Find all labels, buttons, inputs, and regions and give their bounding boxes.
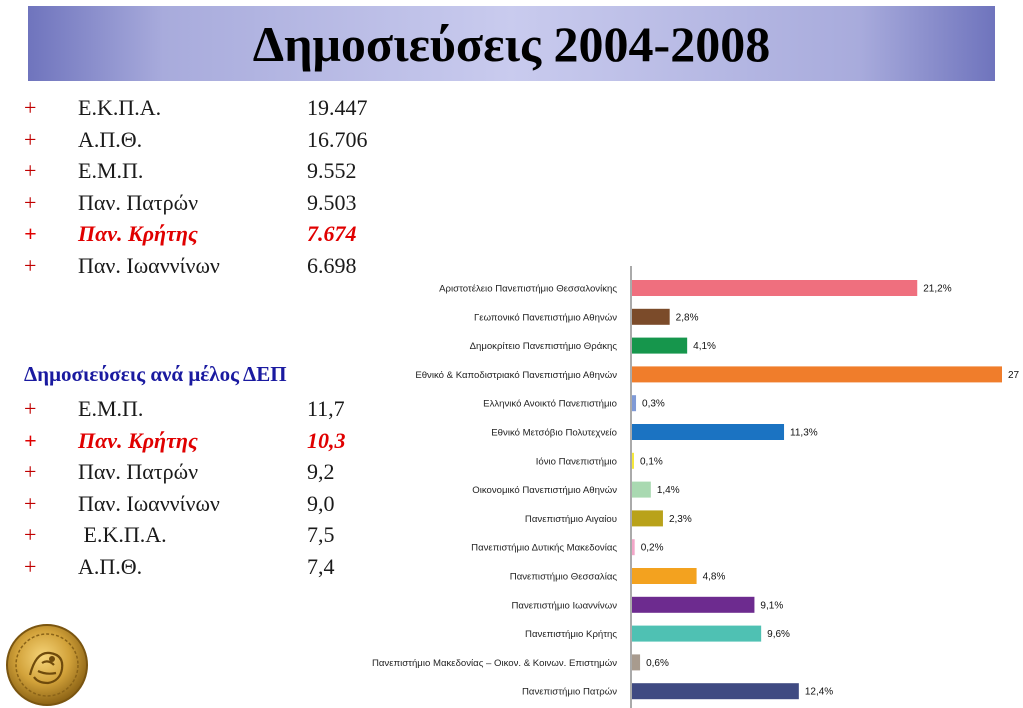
institution-name: Παν. Ιωαννίνων xyxy=(78,490,220,516)
bar xyxy=(632,280,918,296)
bar xyxy=(632,510,663,527)
bar xyxy=(632,424,785,440)
institution-name: Α.Π.Θ. xyxy=(78,126,143,152)
institution-name: Α.Π.Θ. xyxy=(78,553,143,579)
bar xyxy=(632,481,651,498)
institution-value: 7.674 xyxy=(307,221,357,246)
institution-name: Ε.Κ.Π.Α. xyxy=(78,522,167,547)
institution-name: Παν. Πατρών xyxy=(78,189,199,215)
bullet-plus-icon: + xyxy=(24,459,37,484)
category-label: Ιόνιο Πανεπιστήμιο xyxy=(536,456,617,467)
bullet-plus-icon: + xyxy=(24,252,37,278)
institution-name: Παν. Κρήτης xyxy=(78,427,198,453)
bar xyxy=(632,395,637,412)
institution-value: 9.503 xyxy=(307,189,357,215)
data-label: 2,8% xyxy=(676,312,699,323)
institution-value: 7,5 xyxy=(307,522,335,547)
title-banner: Δημοσιεύσεις 2004-2008 xyxy=(28,6,995,81)
category-label: Δημοκρίτειο Πανεπιστήμιο Θράκης xyxy=(470,341,618,352)
data-label: 2,3% xyxy=(669,514,692,525)
institution-value: 9,2 xyxy=(307,459,335,484)
institution-value: 10,3 xyxy=(307,427,346,453)
bar xyxy=(632,683,799,700)
institution-value: 19.447 xyxy=(307,95,368,120)
institution-name: Παν. Πατρών xyxy=(78,459,199,484)
bullet-plus-icon: + xyxy=(24,95,37,120)
data-label: 12,4% xyxy=(805,687,833,698)
bullet-plus-icon: + xyxy=(24,158,37,183)
data-label: 11,3% xyxy=(790,428,818,439)
bar xyxy=(632,366,1002,383)
institution-name: Ε.Κ.Π.Α. xyxy=(78,95,162,120)
bar xyxy=(632,625,762,642)
category-label: Πανεπιστήμιο Μακεδονίας – Οικον. & Κοινω… xyxy=(372,658,617,669)
bullet-plus-icon: + xyxy=(24,490,37,516)
category-label: Αριστοτέλειο Πανεπιστήμιο Θεσσαλονίκης xyxy=(439,284,617,295)
bar xyxy=(632,337,688,354)
bullet-plus-icon: + xyxy=(24,553,37,579)
data-label: 1,4% xyxy=(657,485,680,496)
institution-value: 7,4 xyxy=(307,553,335,579)
institution-name: Ε.Μ.Π. xyxy=(78,158,144,183)
university-share-bar-chart: Αριστοτέλειο Πανεπιστήμιο Θεσσαλονίκης 21… xyxy=(372,266,1020,708)
bullet-plus-icon: + xyxy=(24,221,37,246)
data-label: 0,6% xyxy=(646,658,669,669)
bar xyxy=(632,568,697,584)
institution-value: 9,0 xyxy=(307,490,335,516)
page-title: Δημοσιεύσεις 2004-2008 xyxy=(252,15,771,72)
data-label: 4,1% xyxy=(693,341,716,352)
category-label: Πανεπιστήμιο Δυτικής Μακεδονίας xyxy=(471,543,617,554)
data-label: 21,2% xyxy=(923,284,951,295)
institution-name: Παν. Ιωαννίνων xyxy=(78,252,220,278)
university-seal-logo xyxy=(6,624,88,706)
bullet-plus-icon: + xyxy=(24,126,37,152)
category-label: Πανεπιστήμιο Κρήτης xyxy=(525,629,617,640)
data-label: 4,8% xyxy=(703,572,726,583)
institution-name: Παν. Κρήτης xyxy=(78,221,198,246)
data-label: 0,1% xyxy=(640,456,663,467)
category-label: Εθνικό & Καποδιστριακό Πανεπιστήμιο Αθην… xyxy=(415,370,617,381)
data-label: 9,6% xyxy=(767,629,790,640)
bar xyxy=(632,596,755,613)
bar xyxy=(632,654,641,671)
bullet-plus-icon: + xyxy=(24,189,37,215)
bar xyxy=(632,539,635,556)
per-member-heading: Δημοσιεύσεις ανά μέλος ΔΕΠ xyxy=(24,362,287,386)
bullet-plus-icon: + xyxy=(24,522,37,547)
category-label: Πανεπιστήμιο Θεσσαλίας xyxy=(510,572,618,583)
category-label: Πανεπιστήμιο Πατρών xyxy=(522,687,617,698)
category-label: Οικονομικό Πανεπιστήμιο Αθηνών xyxy=(472,485,617,496)
institution-value: 11,7 xyxy=(307,396,345,421)
data-label: 0,3% xyxy=(642,399,665,410)
institution-value: 16.706 xyxy=(307,126,368,152)
bullet-plus-icon: + xyxy=(24,396,37,421)
data-label: 0,2% xyxy=(641,543,664,554)
category-label: Γεωπονικό Πανεπιστήμιο Αθηνών xyxy=(474,312,617,323)
bullet-plus-icon: + xyxy=(24,427,37,453)
data-label: 27,5% xyxy=(1008,370,1020,381)
institution-name: Ε.Μ.Π. xyxy=(78,396,144,421)
category-label: Ελληνικό Ανοικτό Πανεπιστήμιο xyxy=(483,399,617,410)
category-label: Πανεπιστήμιο Ιωαννίνων xyxy=(511,600,617,611)
institution-value: 6.698 xyxy=(307,252,357,278)
bar xyxy=(632,308,670,325)
category-label: Πανεπιστήμιο Αιγαίου xyxy=(525,514,617,525)
data-label: 9,1% xyxy=(760,600,783,611)
institution-value: 9.552 xyxy=(307,158,357,183)
category-label: Εθνικό Μετσόβιο Πολυτεχνείο xyxy=(491,428,617,439)
bar xyxy=(632,452,634,469)
